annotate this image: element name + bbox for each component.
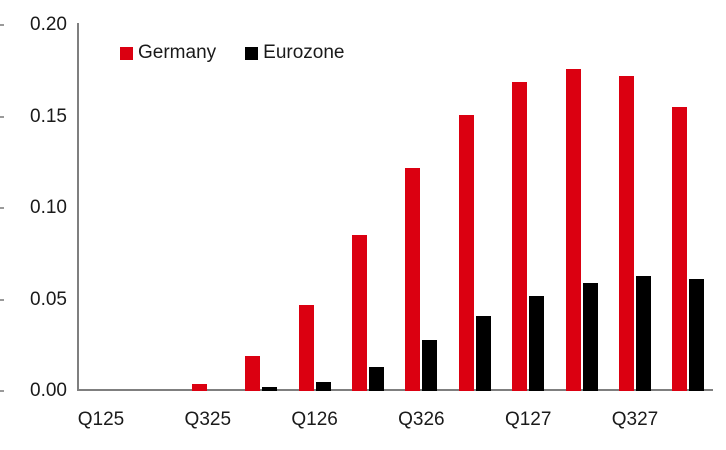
bar-germany-q425 [245, 356, 261, 391]
y-axis-tick-label: 0.20 [30, 14, 67, 35]
y-axis-tick-mark [0, 390, 4, 392]
chart-legend: Germany Eurozone [120, 41, 344, 65]
bar-germany-q326 [405, 168, 421, 391]
legend-item-eurozone: Eurozone [245, 41, 344, 65]
bar-eurozone-q127 [529, 296, 545, 391]
plot-area [77, 23, 713, 391]
bar-eurozone-q226 [369, 367, 384, 391]
bar-germany-q427 [672, 107, 688, 391]
y-axis-tick-mark [0, 298, 4, 301]
bar-germany-q426 [458, 115, 474, 391]
legend-swatch-eurozone [245, 46, 259, 60]
y-axis-tick-label: 0.10 [30, 197, 67, 218]
legend-label-germany: Germany [138, 42, 217, 63]
bar-eurozone-q426 [475, 316, 491, 391]
bar-germany-q325 [191, 384, 207, 391]
x-axis-tick-label: Q125 [77, 409, 125, 430]
y-axis-tick-label: 0.05 [30, 288, 67, 310]
legend-label-eurozone: Eurozone [263, 42, 345, 63]
bar-germany-q227 [565, 69, 581, 391]
bar-germany-q327 [619, 76, 634, 391]
legend-swatch-germany [120, 46, 133, 60]
bar-eurozone-q126 [315, 382, 331, 391]
x-axis-tick-label: Q326 [398, 409, 445, 430]
y-axis-tick-mark [0, 24, 4, 26]
x-axis-tick-label: Q127 [504, 409, 552, 430]
x-axis-tick-label: Q126 [291, 409, 338, 430]
x-axis-tick-label: Q325 [184, 409, 232, 430]
bar-eurozone-q326 [422, 340, 438, 391]
y-axis-tick-mark [0, 207, 4, 209]
bar-germany-q126 [298, 305, 314, 391]
bar-germany-q127 [512, 82, 528, 391]
x-axis-tick-label: Q327 [611, 409, 659, 430]
y-axis-tick-mark [0, 115, 4, 118]
bar-eurozone-q427 [689, 279, 705, 391]
legend-item-germany: Germany [120, 41, 216, 65]
y-axis-tick-label: 0.15 [30, 105, 67, 127]
bar-eurozone-q425 [262, 387, 278, 391]
y-axis-tick-label: 0.00 [30, 380, 67, 401]
bar-eurozone-q327 [636, 276, 651, 391]
bar-germany-q226 [352, 235, 367, 391]
bar-eurozone-q227 [582, 283, 598, 391]
